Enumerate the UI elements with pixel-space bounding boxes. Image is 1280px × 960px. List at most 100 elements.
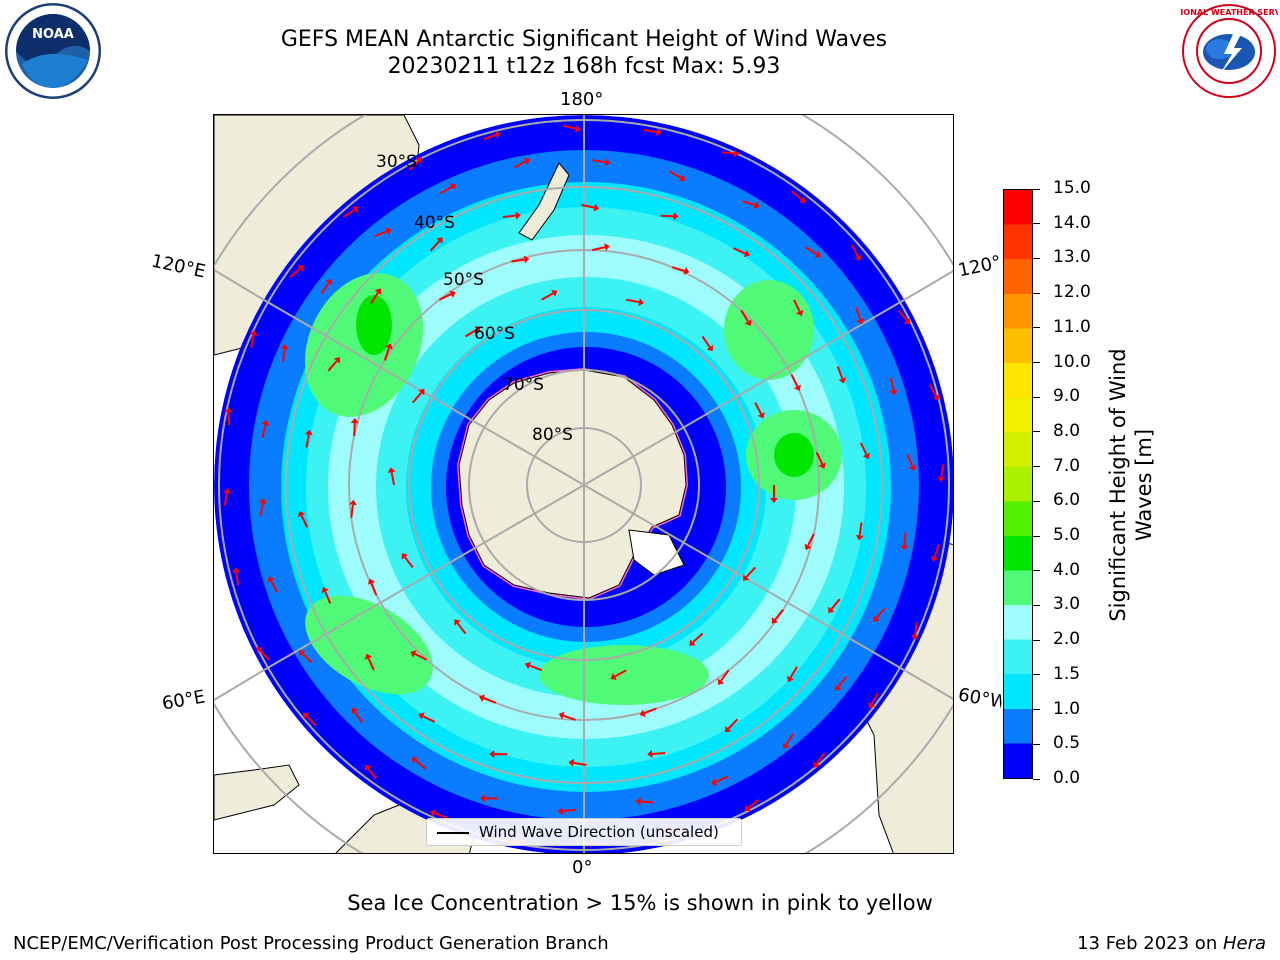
wave-direction-arrow-shaft bbox=[855, 307, 862, 321]
wave-direction-arrow-head bbox=[385, 343, 393, 350]
wave-direction-arrow-head bbox=[351, 707, 359, 715]
wave-direction-arrow-shaft bbox=[747, 799, 760, 809]
map-title: GEFS MEAN Antarctic Significant Height o… bbox=[280, 27, 888, 52]
wave-direction-arrow-shaft bbox=[422, 715, 436, 723]
wave-direction-arrow-shaft bbox=[367, 767, 377, 780]
wave-direction-arrow-head bbox=[793, 384, 801, 391]
wave-direction-arrow-shaft bbox=[483, 697, 497, 704]
wave-direction-arrow-head bbox=[868, 702, 876, 709]
wave-direction-arrow-shaft bbox=[390, 472, 395, 486]
wave-direction-arrow-head bbox=[261, 420, 270, 426]
wave-direction-arrow-head bbox=[297, 511, 306, 518]
wave-direction-arrow-shaft bbox=[529, 664, 543, 672]
wave-direction-arrow-head bbox=[604, 243, 610, 251]
wave-direction-arrow-shaft bbox=[652, 752, 666, 755]
wave-direction-arrow-head bbox=[771, 617, 779, 624]
colorbar-tick-label: 13.0 bbox=[1053, 247, 1091, 268]
wave-direction-arrow-head bbox=[267, 576, 275, 583]
wave-direction-arrow-shaft bbox=[701, 335, 711, 348]
wave-direction-arrow-head bbox=[673, 212, 679, 221]
wave-direction-arrow-head bbox=[551, 289, 558, 297]
wave-direction-arrow-shaft bbox=[669, 170, 682, 179]
wave-direction-arrow-head bbox=[418, 388, 425, 396]
wave-direction-arrow-shaft bbox=[563, 714, 577, 721]
footer-date-text: 13 Feb 2023 on bbox=[1077, 933, 1223, 954]
wave-direction-arrow-shaft bbox=[640, 800, 654, 804]
wave-direction-arrow-shaft bbox=[721, 151, 735, 155]
wave-direction-arrow-head bbox=[525, 661, 532, 670]
wave-direction-arrow-head bbox=[523, 157, 531, 165]
wave-direction-arrow-head bbox=[856, 318, 865, 325]
wave-direction-arrow-head bbox=[593, 203, 600, 212]
wave-direction-arrow-shaft bbox=[343, 208, 356, 218]
lon-label-lower-right: 60°W bbox=[956, 684, 1004, 713]
wave-direction-arrow-head bbox=[743, 574, 750, 581]
wind-wave-arrows bbox=[223, 124, 946, 848]
wave-direction-arrow-shaft bbox=[903, 532, 907, 546]
colorbar-tick-mark bbox=[1033, 535, 1040, 537]
wave-direction-arrow-shaft bbox=[300, 515, 309, 528]
wave-direction-arrow-shaft bbox=[456, 622, 467, 635]
wave-direction-arrow-head bbox=[256, 647, 263, 654]
colorbar-label: Significant Height of Wind Waves [m] bbox=[1106, 348, 1156, 622]
wave-direction-arrow-head bbox=[258, 498, 267, 504]
wave-direction-arrow-shaft bbox=[836, 366, 844, 380]
wave-direction-arrow-head bbox=[325, 278, 333, 286]
wave-direction-arrow-head bbox=[304, 429, 313, 436]
wave-direction-arrow-shaft bbox=[483, 133, 497, 141]
wave-direction-arrow-head bbox=[297, 265, 304, 272]
colorbar-tick-label: 9.0 bbox=[1053, 386, 1081, 407]
wave-direction-arrow-head bbox=[930, 555, 939, 562]
wave-direction-arrow-shaft bbox=[933, 544, 940, 558]
sea-ice-note: Sea Ice Concentration > 15% is shown in … bbox=[347, 891, 933, 915]
wave-direction-arrow-shaft bbox=[235, 572, 240, 586]
wave-direction-arrow-head bbox=[321, 586, 329, 594]
wave-direction-arrow-shaft bbox=[513, 160, 527, 169]
wave-direction-arrow-shaft bbox=[562, 808, 576, 812]
wave-direction-arrow-shaft bbox=[740, 309, 749, 323]
wave-direction-arrow-head bbox=[725, 725, 732, 733]
wave-direction-arrow-head bbox=[415, 157, 423, 164]
wave-direction-arrow-head bbox=[796, 309, 804, 317]
wave-direction-arrow-shaft bbox=[353, 422, 356, 437]
colorbar-tick-mark bbox=[1033, 570, 1040, 572]
wave-direction-arrow-head bbox=[568, 758, 575, 767]
colorbar-tick-mark bbox=[1033, 327, 1040, 329]
noaa-logo: NOAA bbox=[2, 2, 104, 100]
wave-direction-arrow-shaft bbox=[720, 669, 730, 682]
colorbar-tick-mark bbox=[1033, 188, 1040, 190]
wave-direction-arrow-head bbox=[799, 196, 806, 203]
wave-direction-arrow-shaft bbox=[807, 533, 815, 547]
wave-direction-arrow-shaft bbox=[354, 711, 364, 724]
wave-direction-arrow-head bbox=[838, 377, 846, 384]
wave-direction-arrow-shaft bbox=[644, 707, 657, 715]
colorbar-tick-mark bbox=[1033, 709, 1040, 711]
wave-direction-arrow-shaft bbox=[412, 392, 423, 404]
wave-direction-arrow-shaft bbox=[791, 190, 803, 201]
wave-direction-arrow-head bbox=[828, 606, 835, 613]
wave-direction-arrow-head bbox=[908, 464, 917, 471]
wave-direction-arrow-head bbox=[787, 675, 794, 682]
wave-direction-arrow-shaft bbox=[790, 374, 799, 387]
lon-label-bottom: 0° bbox=[572, 857, 593, 878]
wave-direction-arrow-head bbox=[813, 761, 821, 768]
colorbar-tick-label: 8.0 bbox=[1053, 420, 1081, 441]
wave-direction-arrow-head bbox=[558, 711, 565, 720]
wave-direction-arrow-head bbox=[474, 326, 481, 333]
colorbar-tick-label: 0.5 bbox=[1053, 733, 1081, 754]
wave-direction-arrow-shaft bbox=[727, 718, 739, 730]
lon-label-lower-left: 60°E bbox=[160, 686, 207, 715]
lon-label-upper-right: 120°W bbox=[956, 251, 1004, 282]
wave-direction-arrow-shaft bbox=[940, 464, 945, 478]
colorbar-tick-label: 2.0 bbox=[1053, 629, 1081, 650]
wave-direction-arrow-head bbox=[280, 344, 289, 350]
footer-date: 13 Feb 2023 on Hera bbox=[1077, 933, 1266, 954]
lat-label-60s: 60°S bbox=[474, 324, 515, 344]
wave-direction-arrow-head bbox=[744, 804, 751, 811]
wave-direction-arrow-shaft bbox=[742, 200, 756, 207]
wave-direction-arrow-shaft bbox=[745, 566, 756, 578]
wave-direction-arrow-head bbox=[249, 330, 258, 336]
wave-direction-arrow-shaft bbox=[261, 424, 267, 438]
nws-logo-text: NATIONAL WEATHER SERVICE bbox=[1180, 8, 1278, 17]
wave-direction-arrow-head bbox=[656, 128, 662, 136]
